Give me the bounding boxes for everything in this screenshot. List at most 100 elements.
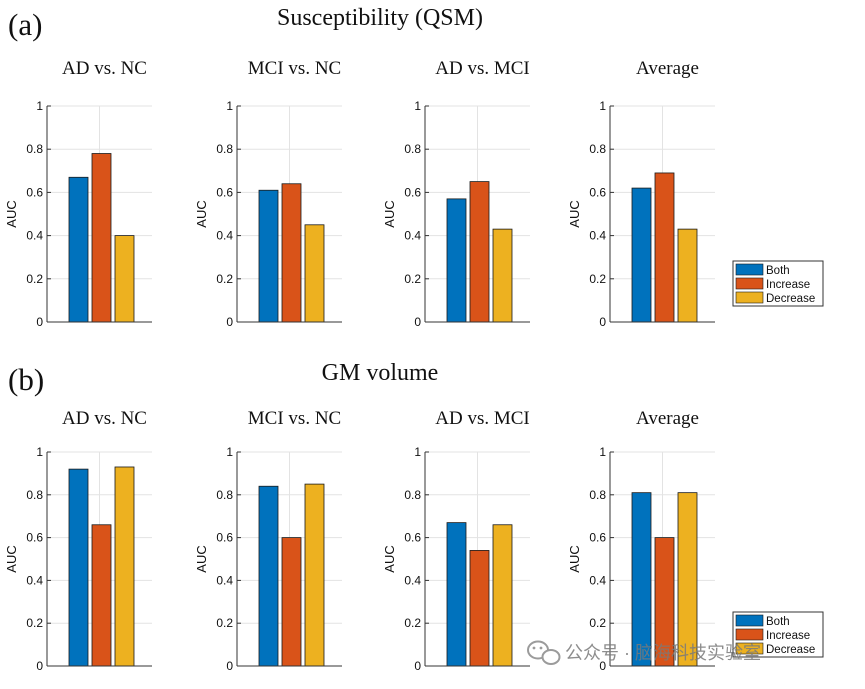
subplot-title: Average	[636, 58, 699, 79]
subplot: 0 0.2 0.4 0.6 0.8 1 AUC AD vs. MCI	[382, 408, 530, 673]
bar-decrease	[677, 492, 698, 667]
y-tick-label: 0.4	[26, 573, 43, 587]
legend-label: Decrease	[766, 644, 815, 656]
y-tick-label: 0	[414, 315, 421, 329]
legend: Both Increase Decrease	[732, 611, 824, 658]
legend-swatch-increase	[735, 628, 764, 641]
y-axis-label: AUC	[382, 200, 397, 227]
y-tick-label: 0.8	[26, 488, 43, 502]
panel-label: (b)	[8, 362, 44, 397]
legend-swatch-both	[735, 614, 764, 627]
y-tick-label: 1	[414, 99, 421, 113]
y-axis-label: AUC	[194, 200, 209, 227]
subplot-title: AD vs. NC	[62, 58, 147, 79]
bar-increase	[91, 153, 112, 323]
y-tick-label: 0.4	[404, 229, 421, 243]
y-tick-label: 0.8	[589, 142, 606, 156]
legend: Both Increase Decrease	[732, 260, 824, 307]
y-tick-label: 0.2	[216, 272, 233, 286]
legend-label: Increase	[766, 279, 810, 291]
y-tick-label: 0.8	[589, 488, 606, 502]
y-tick-label: 0.8	[216, 142, 233, 156]
panel-a: (a) Susceptibility (QSM) 0 0.2 0.4 0.6 0.8 1 AUC…	[4, 5, 824, 329]
bar-decrease	[114, 235, 135, 323]
bar-both	[446, 198, 467, 323]
y-tick-label: 0.8	[404, 488, 421, 502]
y-tick-label: 1	[226, 99, 233, 113]
bar-increase	[281, 537, 302, 667]
y-tick-label: 0.8	[216, 488, 233, 502]
panel-label: (a)	[8, 7, 42, 42]
y-tick-label: 0	[414, 659, 421, 673]
bar-increase	[281, 183, 302, 323]
y-axis-label: AUC	[4, 545, 19, 572]
subplot-title: AD vs. MCI	[435, 408, 529, 429]
bar-decrease	[492, 524, 513, 667]
y-tick-label: 0.2	[589, 616, 606, 630]
bar-decrease	[304, 483, 325, 667]
y-tick-label: 0.2	[26, 616, 43, 630]
bar-increase	[91, 524, 112, 667]
y-tick-label: 0.4	[404, 573, 421, 587]
y-tick-label: 1	[36, 99, 43, 113]
y-tick-label: 0	[226, 659, 233, 673]
legend-swatch-decrease	[735, 642, 764, 655]
legend-label: Increase	[766, 630, 810, 642]
bar-increase	[469, 181, 490, 323]
y-tick-label: 0.6	[589, 531, 606, 545]
legend-swatch-both	[735, 263, 764, 276]
bar-both	[258, 485, 279, 667]
y-axis-label: AUC	[567, 545, 582, 572]
y-tick-label: 0.6	[216, 531, 233, 545]
y-tick-label: 0	[36, 315, 43, 329]
bar-increase	[654, 172, 675, 323]
y-axis-label: AUC	[567, 200, 582, 227]
y-tick-label: 0.4	[589, 229, 606, 243]
y-tick-label: 0.6	[26, 185, 43, 199]
panel-title: GM volume	[322, 360, 439, 386]
y-tick-label: 0.4	[216, 229, 233, 243]
y-tick-label: 0.6	[216, 185, 233, 199]
legend-swatch-decrease	[735, 291, 764, 304]
y-tick-label: 0.8	[404, 142, 421, 156]
bar-both	[446, 522, 467, 667]
panel-title: Susceptibility (QSM)	[277, 5, 483, 31]
y-tick-label: 0.6	[404, 185, 421, 199]
y-tick-label: 0	[599, 659, 606, 673]
y-tick-label: 1	[599, 445, 606, 459]
subplot-title: MCI vs. NC	[248, 408, 341, 429]
y-tick-label: 0.8	[26, 142, 43, 156]
bar-decrease	[677, 228, 698, 323]
subplot-title: AD vs. MCI	[435, 58, 529, 79]
legend-label: Both	[766, 265, 790, 277]
subplot: 0 0.2 0.4 0.6 0.8 1 AUC AD vs. NC	[4, 408, 152, 673]
bar-both	[631, 187, 652, 323]
y-tick-label: 0.6	[26, 531, 43, 545]
y-tick-label: 0.4	[26, 229, 43, 243]
subplot: 0 0.2 0.4 0.6 0.8 1 AUC AD vs. NC	[4, 58, 152, 329]
subplot: 0 0.2 0.4 0.6 0.8 1 AUC Average	[567, 58, 715, 329]
bar-decrease	[304, 224, 325, 323]
y-axis-label: AUC	[4, 200, 19, 227]
watermark-text: 公众号 · 脑海科技实验室	[565, 643, 761, 663]
y-tick-label: 0.4	[589, 573, 606, 587]
y-tick-label: 0.2	[216, 616, 233, 630]
wechat-icon	[527, 640, 561, 665]
y-tick-label: 1	[414, 445, 421, 459]
y-tick-label: 1	[599, 99, 606, 113]
legend-swatch-increase	[735, 277, 764, 290]
subplot: 0 0.2 0.4 0.6 0.8 1 AUC MCI vs. NC	[194, 408, 342, 673]
bar-both	[258, 189, 279, 323]
y-axis-label: AUC	[194, 545, 209, 572]
subplot-title: AD vs. NC	[62, 408, 147, 429]
watermark: 公众号 · 脑海科技实验室	[527, 640, 761, 665]
y-tick-label: 0.6	[589, 185, 606, 199]
bar-decrease	[492, 228, 513, 323]
y-tick-label: 0.2	[589, 272, 606, 286]
subplot-title: MCI vs. NC	[248, 58, 341, 79]
subplot: 0 0.2 0.4 0.6 0.8 1 AUC AD vs. MCI	[382, 58, 530, 329]
y-tick-label: 0.2	[404, 616, 421, 630]
y-tick-label: 0	[599, 315, 606, 329]
y-tick-label: 0.6	[404, 531, 421, 545]
